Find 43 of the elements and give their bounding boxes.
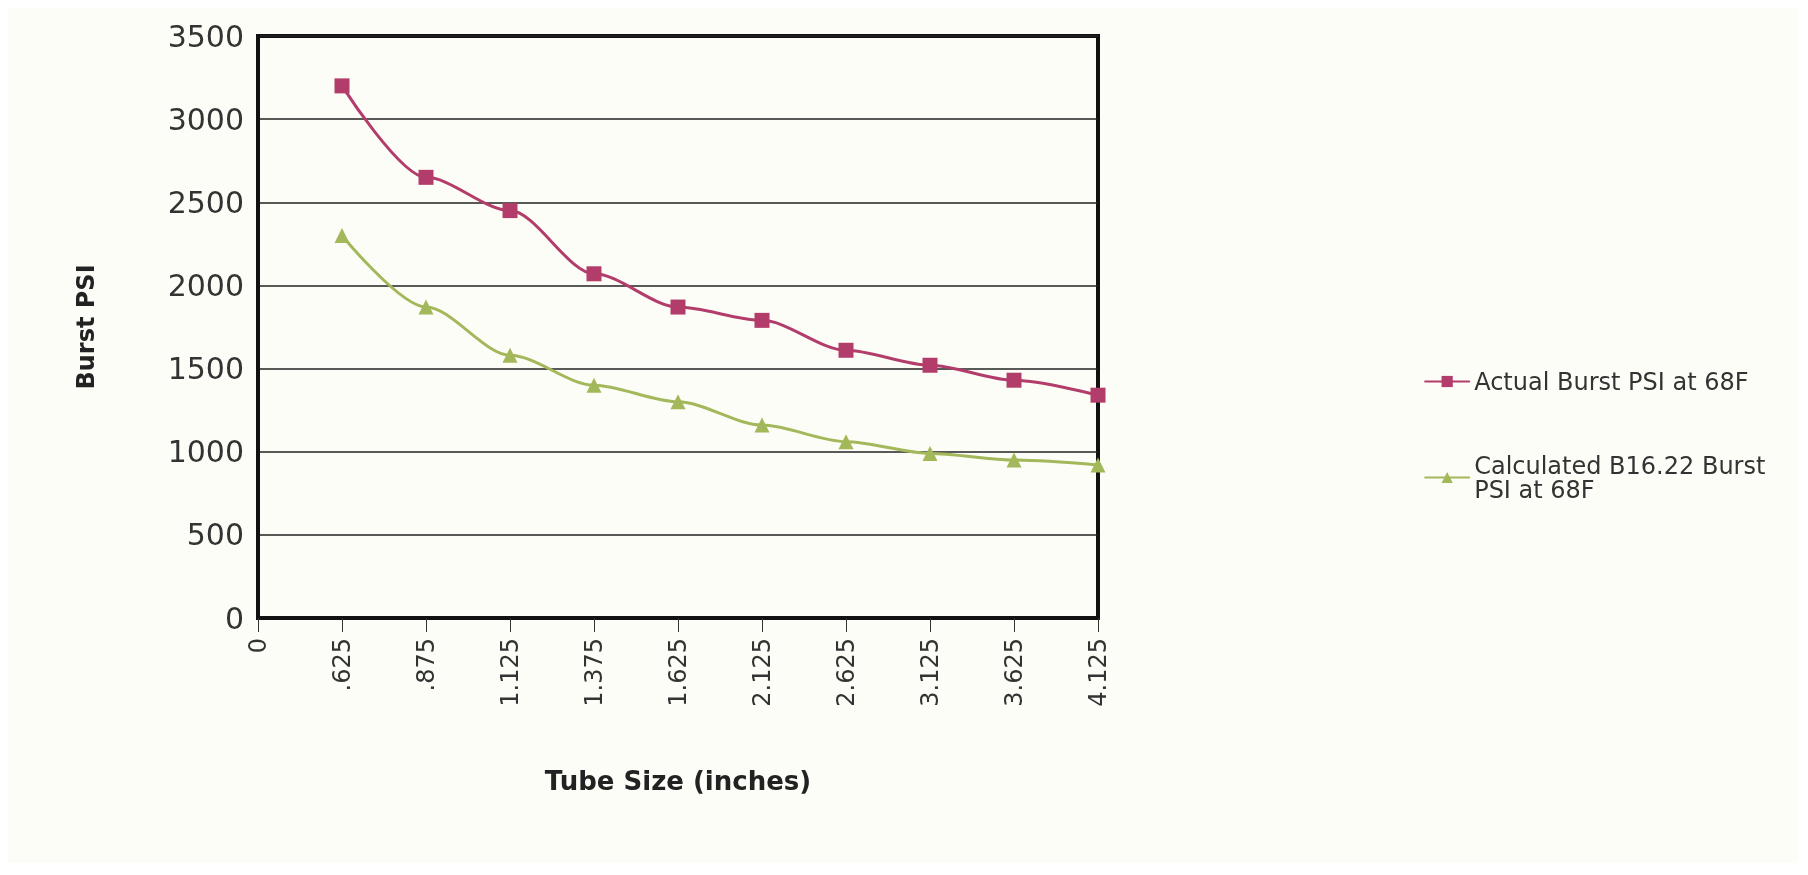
- y-tick-label: 2000: [167, 267, 244, 303]
- legend-label: Calculated B16.22 Burst PSI at 68F: [1474, 451, 1773, 504]
- x-tick-label: 2.125: [748, 638, 776, 707]
- y-tick-label: 0: [224, 600, 244, 636]
- point: [1090, 457, 1106, 473]
- point: [418, 299, 434, 315]
- point: [838, 342, 854, 358]
- point: [922, 357, 938, 373]
- y-tick-label: 2500: [167, 184, 244, 220]
- x-tick-label: 3.625: [1000, 638, 1028, 707]
- legend-label: Actual Burst PSI at 68F: [1474, 367, 1749, 396]
- point: [334, 228, 350, 244]
- point: [754, 312, 770, 328]
- x-tick-label: .875: [412, 638, 440, 692]
- x-tick-label: 2.625: [832, 638, 860, 707]
- x-tick-label: 3.125: [916, 638, 944, 707]
- y-tick-label: 3000: [167, 101, 244, 137]
- x-tick-label: 1.125: [496, 638, 524, 707]
- point: [1006, 372, 1022, 388]
- point: [586, 377, 602, 393]
- x-tick-label: .625: [328, 638, 356, 692]
- point: [334, 78, 350, 94]
- point: [922, 445, 938, 461]
- x-tick-label: 1.375: [580, 638, 608, 707]
- point: [670, 394, 686, 410]
- point: [502, 347, 518, 363]
- y-tick-label: 3500: [167, 18, 244, 54]
- point: [754, 417, 770, 433]
- x-tick-label: 1.625: [664, 638, 692, 707]
- y-tick-label: 500: [186, 517, 244, 553]
- point: [838, 434, 854, 450]
- point: [586, 266, 602, 282]
- point: [418, 169, 434, 185]
- x-axis-title: Tube Size (inches): [544, 766, 812, 796]
- x-tick-label: 0: [244, 638, 272, 654]
- point: [670, 299, 686, 315]
- point: [1090, 387, 1106, 403]
- y-tick-label: 1500: [167, 351, 244, 387]
- point: [502, 203, 518, 219]
- x-tick-label: 4.125: [1084, 638, 1112, 707]
- y-axis-title: Burst PSI: [72, 264, 100, 390]
- point: [1006, 452, 1022, 468]
- y-tick-label: 1000: [167, 434, 244, 470]
